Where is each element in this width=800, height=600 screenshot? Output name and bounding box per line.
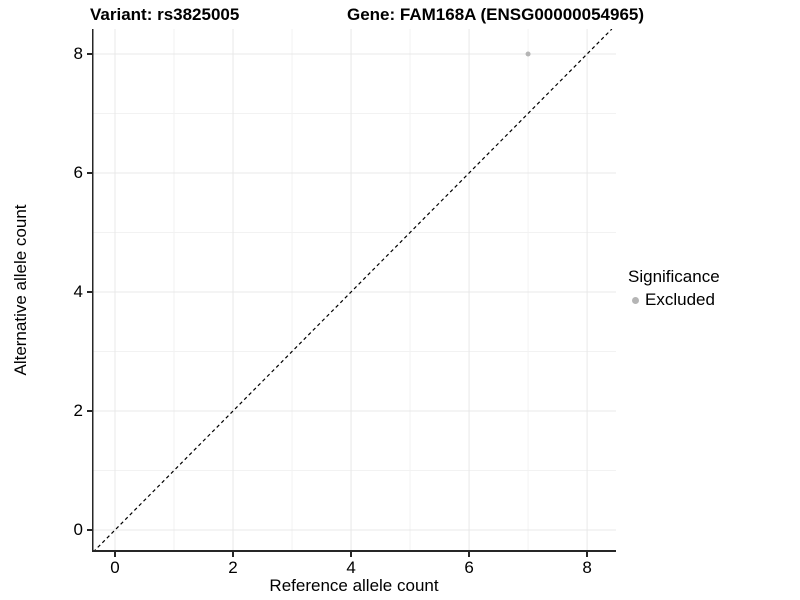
legend-title: Significance <box>628 267 720 286</box>
x-tick-label: 2 <box>228 558 238 577</box>
y-tick-label: 8 <box>73 44 83 64</box>
y-tick-label: 4 <box>73 282 83 302</box>
data-point-excluded <box>525 51 531 57</box>
x-tick-label: 6 <box>464 558 474 577</box>
legend-item-label: Excluded <box>645 290 715 309</box>
y-tick-label: 2 <box>73 401 83 421</box>
x-tick-mark <box>350 552 352 557</box>
y-tick-label: 6 <box>73 163 83 183</box>
x-axis-title: Reference allele count <box>269 576 439 595</box>
x-tick-mark <box>114 552 116 557</box>
y-tick-mark <box>87 172 92 174</box>
plot-title-variant: Variant: rs3825005 <box>90 5 240 24</box>
identity-dashed-line <box>92 29 613 552</box>
y-axis-title: Alternative allele count <box>11 204 30 376</box>
plot-panel <box>92 29 616 552</box>
x-tick-label: 0 <box>110 558 120 577</box>
x-tick-label: 8 <box>582 558 592 577</box>
x-tick-mark <box>468 552 470 557</box>
y-tick-mark <box>87 53 92 55</box>
legend-point-icon <box>632 296 639 304</box>
x-tick-label: 4 <box>346 558 356 577</box>
x-tick-mark <box>232 552 234 557</box>
plot-title-gene: Gene: FAM168A (ENSG00000054965) <box>347 5 645 24</box>
x-tick-mark <box>586 552 588 557</box>
y-tick-label: 0 <box>73 520 83 540</box>
legend-item-excluded: Excluded <box>628 290 720 310</box>
y-tick-mark <box>87 291 92 293</box>
y-tick-mark <box>87 529 92 531</box>
y-tick-mark <box>87 410 92 412</box>
legend: Significance Excluded <box>628 266 720 310</box>
